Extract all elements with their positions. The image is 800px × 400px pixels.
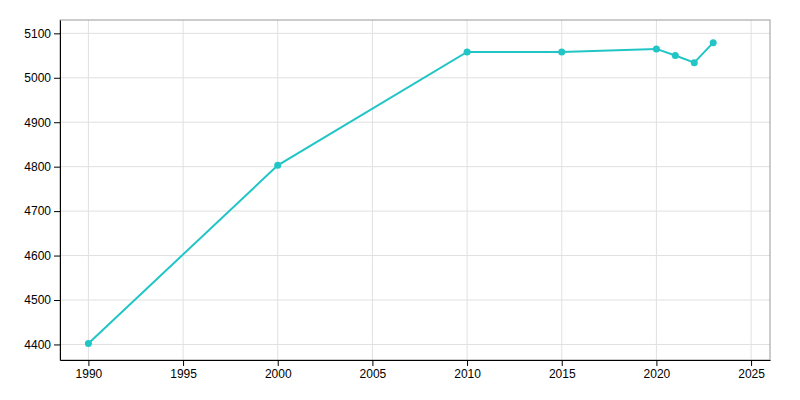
plot: 1990 1995 2000 2005 2010 2015 2020 2025 4400 4500… — [24, 20, 770, 381]
y-tick-mark — [54, 78, 60, 79]
x-tick-label: 2015 — [549, 367, 576, 381]
y-tick-label: 4700 — [24, 204, 51, 218]
y-tick: 4500 — [24, 293, 60, 307]
x-grid-line — [656, 20, 657, 360]
y-tick-label: 4800 — [24, 160, 51, 174]
y-grid-line — [60, 344, 770, 345]
x-tick: 2000 — [265, 360, 292, 381]
x-tick-label: 1995 — [170, 367, 197, 381]
y-grid-line — [60, 77, 770, 78]
y-tick: 4900 — [24, 116, 60, 130]
x-tick-mark — [183, 360, 184, 366]
y-tick-label: 4500 — [24, 293, 51, 307]
grid — [60, 20, 770, 360]
x-grid-line — [372, 20, 373, 360]
x-tick-mark — [88, 360, 89, 366]
x-tick-mark — [372, 360, 373, 366]
y-tick-mark — [54, 211, 60, 212]
x-grid-line — [751, 20, 752, 360]
x-tick-mark — [278, 360, 279, 366]
x-tick: 2025 — [738, 360, 765, 381]
y-grid-line — [60, 122, 770, 123]
x-tick-label: 1990 — [76, 367, 103, 381]
y-grid-line — [60, 33, 770, 34]
y-grid-line — [60, 211, 770, 212]
y-tick-label: 5000 — [24, 71, 51, 85]
y-tick-label: 5100 — [24, 27, 51, 41]
y-tick-mark — [54, 122, 60, 123]
point — [464, 49, 471, 56]
x-tick: 2005 — [360, 360, 387, 381]
x-tick: 2020 — [644, 360, 671, 381]
point — [710, 39, 717, 46]
point — [653, 45, 660, 52]
x-tick-label: 2000 — [265, 367, 292, 381]
point — [672, 52, 679, 59]
point — [691, 59, 698, 66]
y-grid-line — [60, 300, 770, 301]
y-tick-mark — [54, 344, 60, 345]
x-tick: 2010 — [454, 360, 481, 381]
x-tick-label: 2010 — [454, 367, 481, 381]
y-grid-line — [60, 166, 770, 167]
x-grid-line — [183, 20, 184, 360]
x-tick-mark — [562, 360, 563, 366]
x-axis: 1990 1995 2000 2005 2010 2015 2020 2025 — [61, 360, 771, 381]
y-tick-label: 4400 — [24, 338, 51, 352]
x-tick-label: 2005 — [360, 367, 387, 381]
y-tick: 5100 — [24, 27, 60, 41]
y-tick: 4400 — [24, 338, 60, 352]
y-tick: 4600 — [24, 249, 60, 263]
x-tick-label: 2020 — [644, 367, 671, 381]
y-tick: 5000 — [24, 71, 60, 85]
y-tick: 4800 — [24, 160, 60, 174]
y-axis: 4400 4500 4600 4700 4800 4900 5000 5100 — [24, 21, 60, 361]
x-grid-line — [467, 20, 468, 360]
marks — [85, 39, 717, 347]
x-tick: 1990 — [76, 360, 103, 381]
y-tick-mark — [54, 33, 60, 34]
point — [85, 340, 92, 347]
y-tick-label: 4600 — [24, 249, 51, 263]
line — [88, 43, 713, 344]
chart: 1990 1995 2000 2005 2010 2015 2020 2025 4400 4500… — [0, 0, 800, 400]
x-tick: 2015 — [549, 360, 576, 381]
plot-frame — [60, 20, 770, 360]
y-tick-label: 4900 — [24, 116, 51, 130]
x-tick-mark — [467, 360, 468, 366]
y-tick: 4700 — [24, 204, 60, 218]
point — [558, 49, 565, 56]
x-tick-mark — [751, 360, 752, 366]
x-tick: 1995 — [170, 360, 197, 381]
x-grid-line — [561, 20, 562, 360]
x-tick-mark — [656, 360, 657, 366]
point — [274, 162, 281, 169]
y-tick-mark — [54, 300, 60, 301]
y-tick-mark — [54, 167, 60, 168]
y-grid-line — [60, 255, 770, 256]
x-grid-line — [88, 20, 89, 360]
y-tick-mark — [54, 256, 60, 257]
x-tick-label: 2025 — [738, 367, 765, 381]
y-axis-line — [60, 21, 61, 361]
x-grid-line — [277, 20, 278, 360]
x-axis-line — [61, 360, 771, 361]
